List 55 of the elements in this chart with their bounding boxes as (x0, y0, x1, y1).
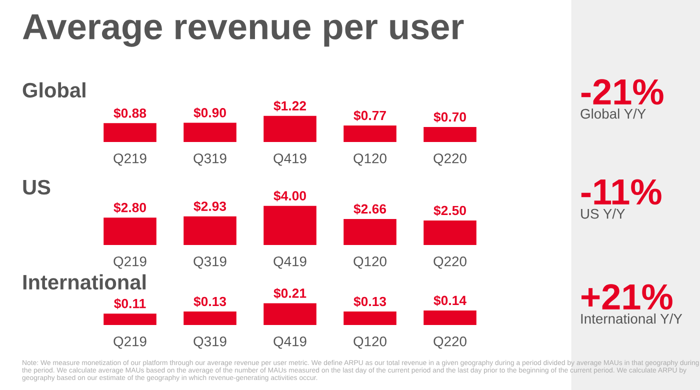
x-tick-label: Q220 (434, 256, 466, 269)
text: International Y/Y (581, 314, 682, 324)
data-label: $0.70 (434, 112, 466, 122)
data-label: $0.21 (274, 288, 306, 299)
chart-title: US (23, 180, 50, 195)
bar (344, 312, 396, 325)
bar (184, 216, 236, 245)
data-label: $0.13 (194, 296, 226, 308)
bar (424, 127, 476, 142)
x-tick-label: Q419 (274, 256, 306, 269)
text: Average revenue per user (22, 14, 464, 47)
x-tick-label: Q219 (114, 336, 146, 349)
data-label: $0.13 (354, 296, 386, 308)
chart-title: Global (22, 82, 86, 98)
data-label: $1.22 (274, 100, 306, 112)
x-tick-label: Q120 (354, 153, 386, 166)
x-tick-label: Q419 (274, 336, 306, 349)
bar (264, 116, 316, 142)
text: Global Y/Y (580, 108, 646, 119)
data-label: $2.50 (434, 205, 466, 216)
data-label: $0.11 (114, 298, 146, 310)
data-label: $0.88 (114, 108, 146, 119)
text: US Y/Y (581, 208, 625, 219)
bar (104, 314, 156, 325)
data-label: $0.14 (434, 295, 466, 306)
x-tick-label: Q319 (194, 153, 226, 166)
x-tick-label: Q220 (434, 153, 466, 166)
bar (264, 303, 316, 325)
bar (344, 218, 396, 245)
bar (264, 206, 316, 245)
text: +21% (582, 284, 672, 310)
bar (104, 218, 156, 245)
x-tick-label: Q319 (194, 336, 226, 349)
bar (184, 122, 236, 142)
text: -21% (581, 79, 664, 105)
bar (424, 220, 476, 245)
data-label: $2.93 (194, 201, 226, 212)
bar (104, 123, 156, 142)
x-tick-label: Q319 (194, 256, 226, 269)
x-tick-label: Q219 (114, 153, 146, 166)
data-label: $0.77 (354, 110, 386, 121)
x-tick-label: Q120 (354, 336, 386, 349)
text: -11% (581, 179, 662, 205)
data-label: $4.00 (274, 190, 306, 202)
x-tick-label: Q419 (274, 153, 306, 166)
x-tick-label: Q120 (354, 256, 386, 269)
bar (184, 312, 236, 325)
chart-title: International (23, 274, 146, 290)
x-tick-label: Q220 (434, 336, 466, 349)
bar (344, 126, 396, 142)
x-tick-label: Q219 (114, 256, 146, 269)
data-label: $2.66 (354, 204, 386, 214)
data-label: $0.90 (194, 107, 226, 118)
bar (424, 310, 476, 325)
data-label: $2.80 (114, 202, 146, 214)
